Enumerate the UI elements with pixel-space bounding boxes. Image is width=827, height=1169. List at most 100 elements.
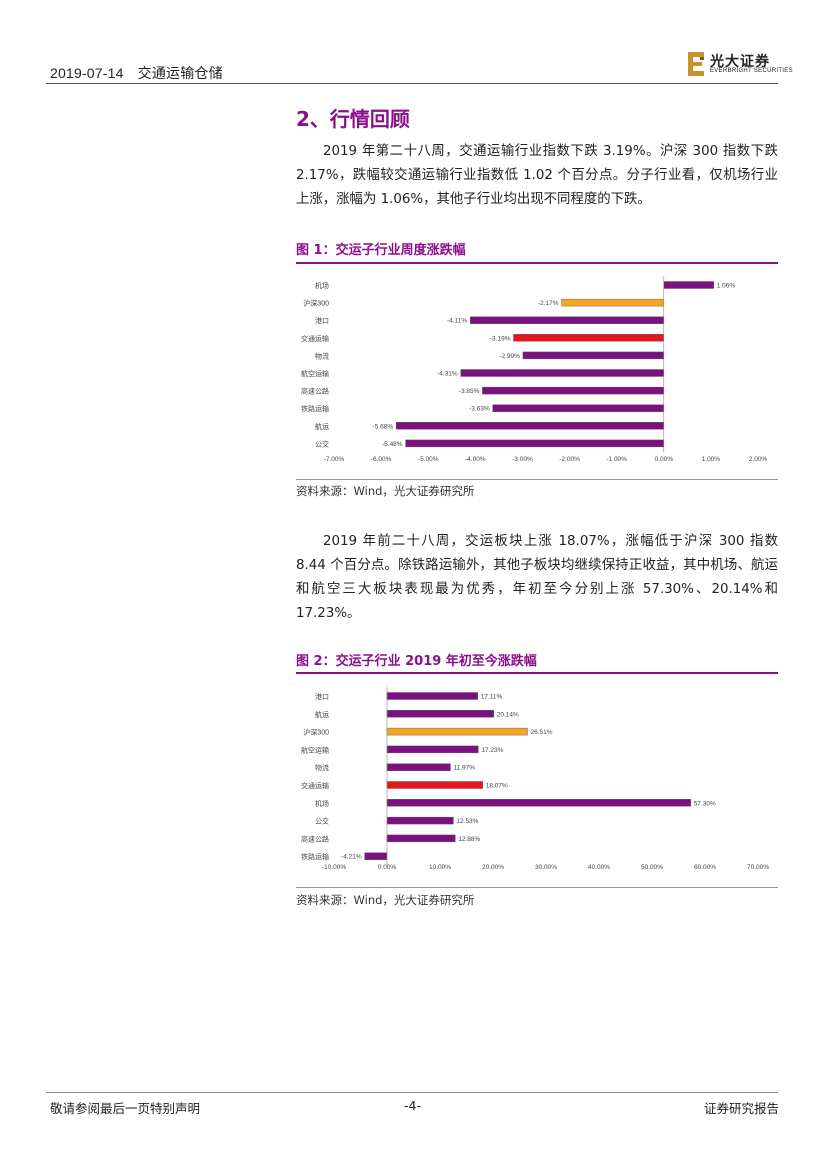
footer-report-type: 证券研究报告	[704, 1101, 780, 1116]
logo-name-en: EVERBRIGHT SECURITIES	[710, 68, 793, 74]
chart-1-data-label: 57.30%	[694, 800, 716, 807]
chart-0-data-label: -2.99%	[499, 353, 520, 360]
chart-1-category-label: 机场	[315, 799, 329, 808]
chart-0-category-label: 铁路运输	[301, 404, 329, 413]
chart-0-tick-label: -2.00%	[559, 456, 580, 463]
chart-1-category-label: 航运	[315, 710, 329, 719]
paragraph-weekly-summary: 2019 年第二十八周，交通运输行业指数下跌 3.19%。沪深 300 指数下跌…	[296, 144, 778, 207]
chart-1-data-label: 17.23%	[481, 747, 503, 754]
chart-1-category-label: 高速公路	[301, 834, 329, 843]
chart-1-category-label: 交通运输	[301, 781, 329, 790]
chart-1-bar	[386, 710, 494, 718]
chart-0-bar	[522, 351, 664, 360]
header-divider	[46, 83, 778, 84]
chart-1-category-label: 物流	[315, 763, 329, 772]
chart-0-tick-label: -6.00%	[371, 456, 392, 463]
chart-0-tick-label: 2.00%	[749, 456, 768, 463]
footer-page-number: -4-	[404, 1098, 421, 1113]
chart-1-tick-label: 70.00%	[747, 864, 769, 871]
chart-1-data-label: -4.21%	[341, 854, 362, 861]
chart-0-tick-label: 0.00%	[655, 456, 674, 463]
figure-2-top-rule	[296, 672, 778, 674]
chart-1-category-label: 航空运输	[301, 745, 329, 754]
chart-0-bar	[405, 439, 664, 448]
chart-0-bar	[460, 369, 664, 377]
chart-0-category-label: 高速公路	[301, 387, 329, 396]
chart-0-tick-label: -4.00%	[465, 456, 486, 463]
figure-1-source: 资料来源：Wind，光大证券研究所	[296, 484, 475, 498]
footer-divider	[46, 1092, 778, 1093]
chart-0-data-label: -4.31%	[437, 371, 458, 378]
chart-1-bar	[386, 834, 456, 843]
chart-1-tick-label: 20.00%	[482, 864, 504, 871]
chart-1-category-label: 铁路运输	[301, 852, 329, 861]
chart-0-data-label: -4.11%	[447, 318, 467, 325]
chart-1-data-label: 26.51%	[531, 729, 553, 736]
chart-0-category-label: 公交	[315, 439, 329, 448]
report-date: 2019-07-14	[50, 65, 124, 81]
chart-0-bar	[561, 298, 664, 307]
chart-1-tick-label: 40.00%	[588, 864, 610, 871]
chart-0-category-label: 港口	[315, 316, 329, 325]
chart-1-data-label: 12.88%	[458, 836, 480, 843]
chart-1-data-label: 17.11%	[481, 694, 503, 701]
chart-0-data-label: -5.68%	[373, 423, 394, 430]
chart-0-data-label: -2.17%	[538, 300, 559, 307]
chart-1-bar	[386, 727, 528, 736]
chart-0-tick-label: -5.00%	[418, 456, 439, 463]
figure-2-bottom-rule	[296, 887, 778, 888]
chart-0-bar	[663, 281, 714, 289]
company-logo: 光大证券 EVERBRIGHT SECURITIES	[688, 50, 793, 80]
chart-1-category-label: 港口	[315, 692, 329, 701]
chart-1-data-label: 11.97%	[453, 765, 475, 772]
paragraph-ytd-summary: 2019 年前二十八周，交运板块上涨 18.07%，涨幅低于沪深 300 指数 …	[296, 534, 778, 621]
chart-0-bar	[469, 316, 664, 324]
figure-1-bottom-rule	[296, 479, 778, 480]
chart-0-bar	[492, 404, 664, 412]
chart-0-data-label: -3.63%	[469, 406, 490, 413]
chart-0-data-label: 1.06%	[717, 283, 736, 290]
everbright-logo-icon	[688, 52, 704, 76]
chart-0-data-label: -5.48%	[382, 441, 403, 448]
chart-1-bar	[364, 852, 388, 860]
figure-2-chart: 港口 17.11% 航运 20.14% 沪深300 26.51% 航空运输 17.23% 物流 1…	[301, 687, 769, 871]
chart-1-tick-label: 60.00%	[694, 864, 716, 871]
chart-0-bar	[482, 386, 664, 395]
figure-1-top-rule	[296, 262, 778, 264]
chart-0-category-label: 航运	[315, 422, 329, 431]
figure-1-chart: 机场 1.06% 沪深300 -2.17% 港口 -4.11% 交通运输 -3.19% 物流 -2…	[301, 276, 768, 463]
report-topic: 交通运输仓储	[137, 65, 223, 81]
chart-0-category-label: 沪深300	[303, 299, 329, 308]
chart-0-data-label: -3.19%	[490, 335, 511, 342]
chart-1-bar	[386, 692, 478, 700]
chart-1-data-label: 20.14%	[497, 711, 519, 718]
chart-1-tick-label: -10.00%	[322, 864, 346, 871]
chart-1-bar	[386, 745, 479, 754]
chart-0-category-label: 机场	[315, 281, 329, 290]
chart-1-tick-label: 30.00%	[535, 864, 557, 871]
chart-1-bar	[386, 816, 454, 825]
chart-1-category-label: 沪深300	[303, 728, 329, 737]
chart-0-tick-label: -1.00%	[606, 456, 627, 463]
chart-0-category-label: 物流	[315, 351, 329, 360]
section-title: 2、行情回顾	[296, 107, 410, 131]
footer-disclaimer: 敬请参阅最后一页特别声明	[50, 1101, 201, 1116]
chart-1-category-label: 公交	[315, 817, 329, 826]
chart-0-data-label: -3.85%	[459, 388, 480, 395]
logo-name-cn: 光大证券	[710, 54, 770, 70]
chart-1-data-label: 18.07%	[486, 783, 508, 790]
chart-1-bar	[386, 781, 483, 789]
figure-2-source: 资料来源：Wind，光大证券研究所	[296, 893, 475, 907]
chart-0-tick-label: 1.00%	[702, 456, 721, 463]
chart-0-tick-label: -7.00%	[324, 456, 345, 463]
chart-1-tick-label: 10.00%	[429, 864, 451, 871]
chart-1-tick-label: 50.00%	[641, 864, 663, 871]
chart-0-tick-label: -3.00%	[512, 456, 533, 463]
figure-1-title: 图 1：交运子行业周度涨跌幅	[296, 243, 466, 258]
chart-1-bar	[386, 799, 691, 807]
chart-0-category-label: 航空运输	[301, 369, 329, 378]
chart-1-tick-label: 0.00%	[378, 864, 397, 871]
chart-1-bar	[386, 763, 451, 771]
chart-1-data-label: 12.53%	[456, 818, 478, 825]
chart-0-category-label: 交通运输	[301, 334, 329, 343]
